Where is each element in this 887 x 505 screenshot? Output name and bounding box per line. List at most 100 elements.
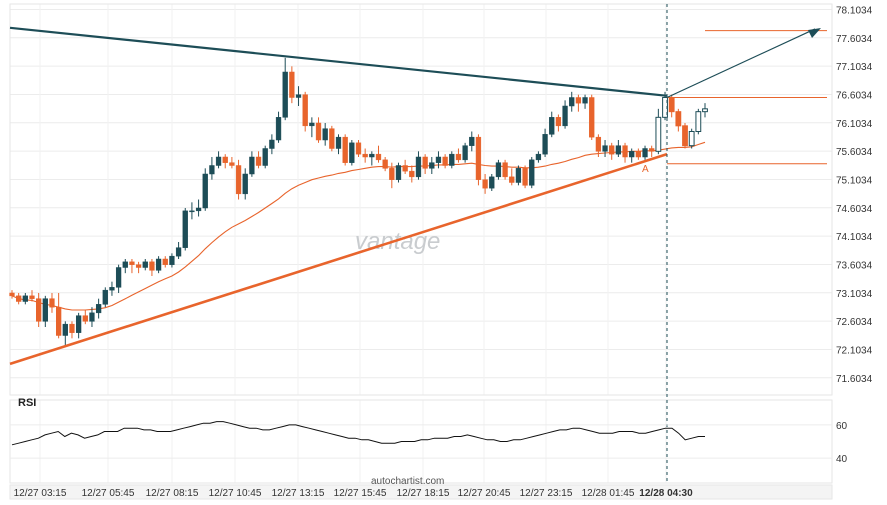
resistance-trendline [9,26,668,97]
candle-down [422,156,428,169]
candle-up [262,148,268,166]
candle-down [589,97,595,138]
candle-up [142,261,148,268]
candle-down [55,306,62,336]
candle-up [42,298,48,322]
candle-up [122,261,128,268]
candle-up [582,97,588,104]
candle-down [362,153,368,158]
candle-up [688,131,695,147]
candle-down [302,94,308,127]
y-axis-labels: 78.1034 77.6034 77.1034 76.6034 76.1034 75.60… [836,5,873,384]
y-tick-label: 72.6034 [836,317,873,328]
candle-up [189,210,195,213]
moving-average [11,141,706,311]
candle-up [175,247,182,257]
candle-up [535,153,542,161]
candle-down [555,117,562,127]
x-tick-label: 12/27 13:15 [272,488,325,499]
candle-down [442,156,448,166]
candle-up [562,105,568,127]
candle-down [16,295,22,302]
candle-down [482,179,488,189]
candle-up [242,173,248,195]
candle-up [629,151,635,158]
y-tick-label: 76.6034 [836,90,873,101]
y-tick-label: 77.1034 [836,62,873,73]
candle-up [295,94,302,98]
candle-up [195,207,202,212]
y-tick-label: 75.1034 [836,175,873,186]
y-tick-label: 73.1034 [836,289,873,300]
x-tick-label: 12/28 04:30 [639,488,693,499]
rsi-tick-label: 60 [836,421,848,432]
candle-up [569,97,575,107]
candle-up [615,145,622,155]
candle-up [62,323,68,336]
candle-up [95,304,102,314]
x-tick-label: 12/27 03:15 [14,488,67,499]
candle-down [475,136,482,180]
x-tick-label: 12/27 10:45 [209,488,262,499]
candle-up [489,176,495,189]
candle-down [575,97,582,104]
candle-down [682,125,688,147]
candle-down [675,111,682,127]
candle-down [49,298,55,308]
y-tick-label: 78.1034 [836,5,873,16]
support-trendline [9,152,668,366]
candle-down [229,162,235,166]
rsi-tick-label: 40 [836,454,848,465]
projection-arrowhead [808,28,821,38]
candle-down [635,151,642,158]
rsi-line [11,421,705,446]
candle-down [522,168,528,186]
candle-up [695,111,702,132]
moving-average-line [11,141,706,311]
candle-up [449,153,455,166]
candle-down [36,298,42,322]
candle-down [162,258,168,265]
candle-up [215,156,222,166]
candle-down [595,136,602,152]
candle-up [549,117,555,135]
x-tick-label: 12/27 20:45 [458,488,511,499]
candle-down [29,295,35,299]
y-tick-label: 71.6034 [836,374,873,385]
candle-up [182,210,188,248]
candle-up [369,153,375,158]
candle-down [455,153,462,161]
candle-up [249,156,255,175]
candle-up [209,165,215,175]
candle-up [155,258,162,271]
candle-down [402,165,408,172]
candle-down [289,71,295,98]
candle-up [462,145,468,161]
candle-up [75,315,82,333]
time-axis-band [9,484,833,500]
rsi-title: RSI [18,397,36,409]
candle-up [415,156,422,178]
candle-up [655,116,662,152]
candle-down [315,122,322,141]
candle-down [342,136,348,163]
candle-up [89,312,95,322]
point-a-label: A [642,164,649,175]
candle-up [495,162,502,178]
candle-up [322,128,328,141]
candle-down [355,142,362,155]
candle-down [409,170,415,178]
pane-borders [9,3,833,500]
candle-down [222,156,228,163]
candle-down [129,261,135,265]
candle-up [275,117,282,141]
candle-down [502,162,508,178]
candle-up [109,287,115,291]
projection-arrow-line [666,28,816,99]
price-pane-border [9,3,833,396]
candle-down [509,176,515,183]
candle-up [22,295,28,302]
y-tick-label: 74.1034 [836,232,873,243]
x-tick-label: 12/27 18:15 [397,488,450,499]
